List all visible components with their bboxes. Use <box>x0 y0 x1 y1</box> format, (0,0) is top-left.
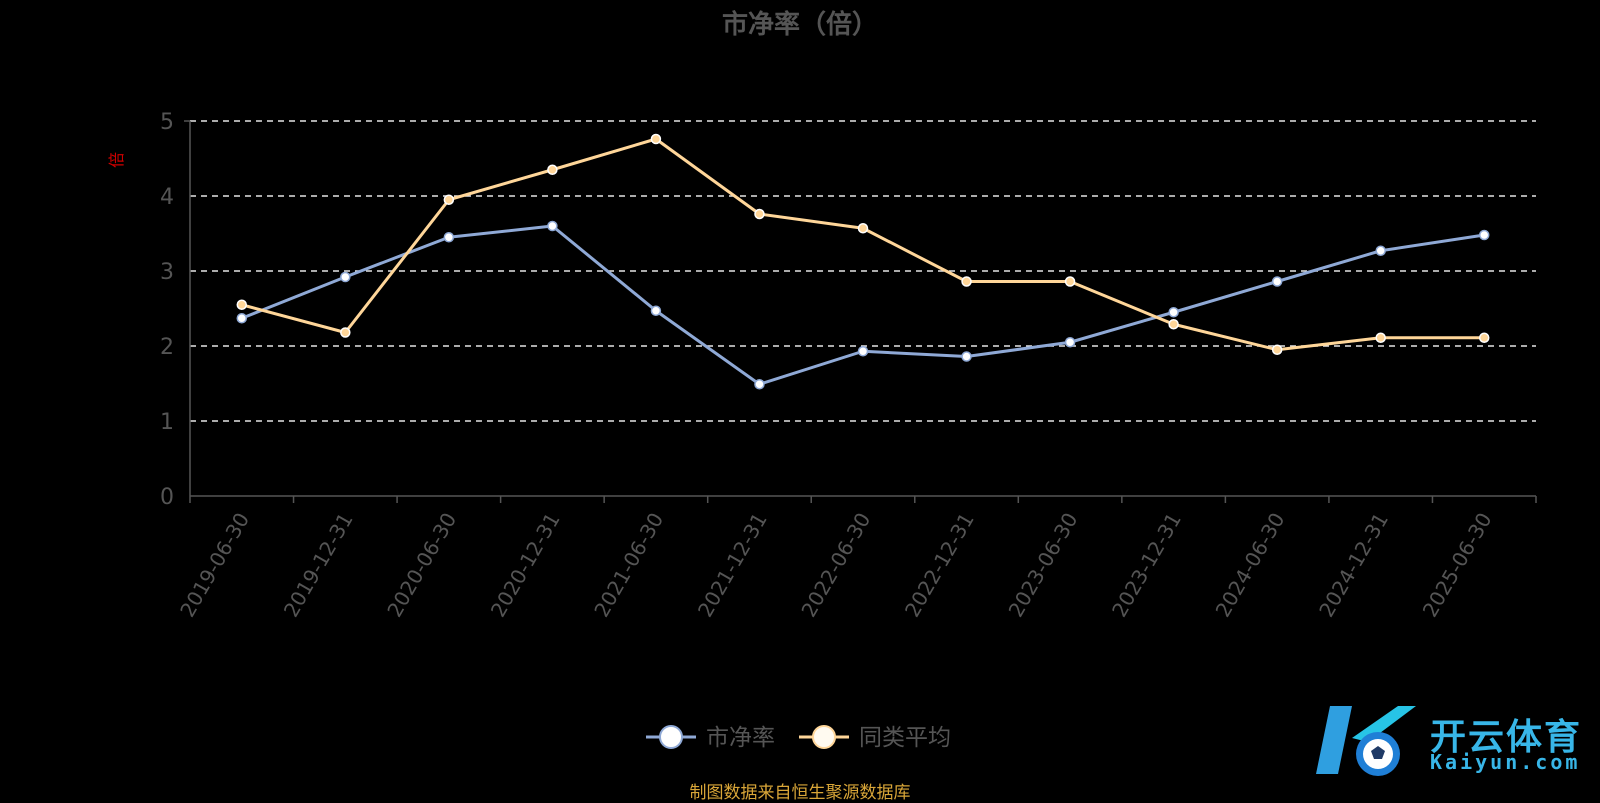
chart-title: 市净率（倍） <box>721 10 878 40</box>
series-0-point <box>1168 307 1179 318</box>
y-axis-label: 倍 <box>107 152 126 168</box>
legend-label-0: 市净率 <box>706 725 775 751</box>
legend: 市净率 同类平均 <box>646 725 951 751</box>
k-soccer-ball-logo-icon <box>1316 706 1416 776</box>
series-0-point <box>1375 245 1386 256</box>
legend-label-1: 同类平均 <box>859 725 951 751</box>
series-1-point <box>1271 344 1283 355</box>
series-1-point <box>547 164 558 175</box>
series-1-point <box>961 276 972 287</box>
series-0-point <box>340 271 351 283</box>
x-tick-label: 2023-12-31 <box>1107 509 1186 622</box>
series-1-point <box>754 208 765 220</box>
x-tick-label: 2025-06-30 <box>1418 509 1497 622</box>
series-1-point <box>650 133 662 145</box>
series-0-point <box>754 379 765 390</box>
x-tick-label: 2022-06-30 <box>796 509 875 622</box>
series-0-point <box>650 305 662 316</box>
watermark-en: Kaiyun.com <box>1430 750 1581 774</box>
series-1-point <box>1478 332 1490 343</box>
y-tick-label: 4 <box>160 185 174 210</box>
x-tick-label: 2020-12-31 <box>486 509 565 622</box>
x-tick-label: 2021-12-31 <box>693 509 772 622</box>
x-tick-label: 2023-06-30 <box>1004 509 1083 622</box>
series-1-point <box>443 194 455 205</box>
watermark-cn: 开云体育 <box>1430 717 1583 758</box>
source-note: 制图数据来自恒生聚源数据库 <box>689 783 911 803</box>
series-0-point <box>1064 337 1076 348</box>
series-0-point <box>961 351 972 362</box>
x-tick-label: 2024-06-30 <box>1211 509 1290 622</box>
series-1-point <box>1375 332 1386 343</box>
series-0-point <box>547 220 558 232</box>
x-tick-label: 2022-12-31 <box>900 509 979 622</box>
series-0-point <box>1478 229 1490 241</box>
x-tick-label: 2019-06-30 <box>175 509 254 622</box>
x-tick-label: 2019-12-31 <box>279 509 358 622</box>
x-tick-label: 2020-06-30 <box>382 509 461 622</box>
y-tick-label: 3 <box>160 260 174 285</box>
x-tick-label: 2024-12-31 <box>1314 509 1393 622</box>
legend-marker-1 <box>812 725 836 749</box>
series-1-point <box>340 327 351 338</box>
legend-marker-0 <box>659 725 683 749</box>
series-1-point <box>857 223 869 234</box>
series-1-point <box>1168 319 1179 330</box>
y-tick-label: 0 <box>160 485 174 510</box>
series-0-point <box>443 232 455 243</box>
y-tick-label: 1 <box>160 410 174 435</box>
y-tick-label: 2 <box>160 335 174 360</box>
series-0-point <box>857 346 869 357</box>
series <box>236 133 1490 390</box>
series-line-0 <box>241 224 1485 386</box>
y-tick-label: 5 <box>160 110 174 135</box>
series-0-point <box>236 313 248 324</box>
series-1-point <box>1064 276 1076 287</box>
watermark: 开云体育 Kaiyun.com <box>1312 700 1592 780</box>
series-1-point <box>236 299 248 310</box>
x-tick-label: 2021-06-30 <box>589 509 668 622</box>
series-0-point <box>1271 276 1283 287</box>
